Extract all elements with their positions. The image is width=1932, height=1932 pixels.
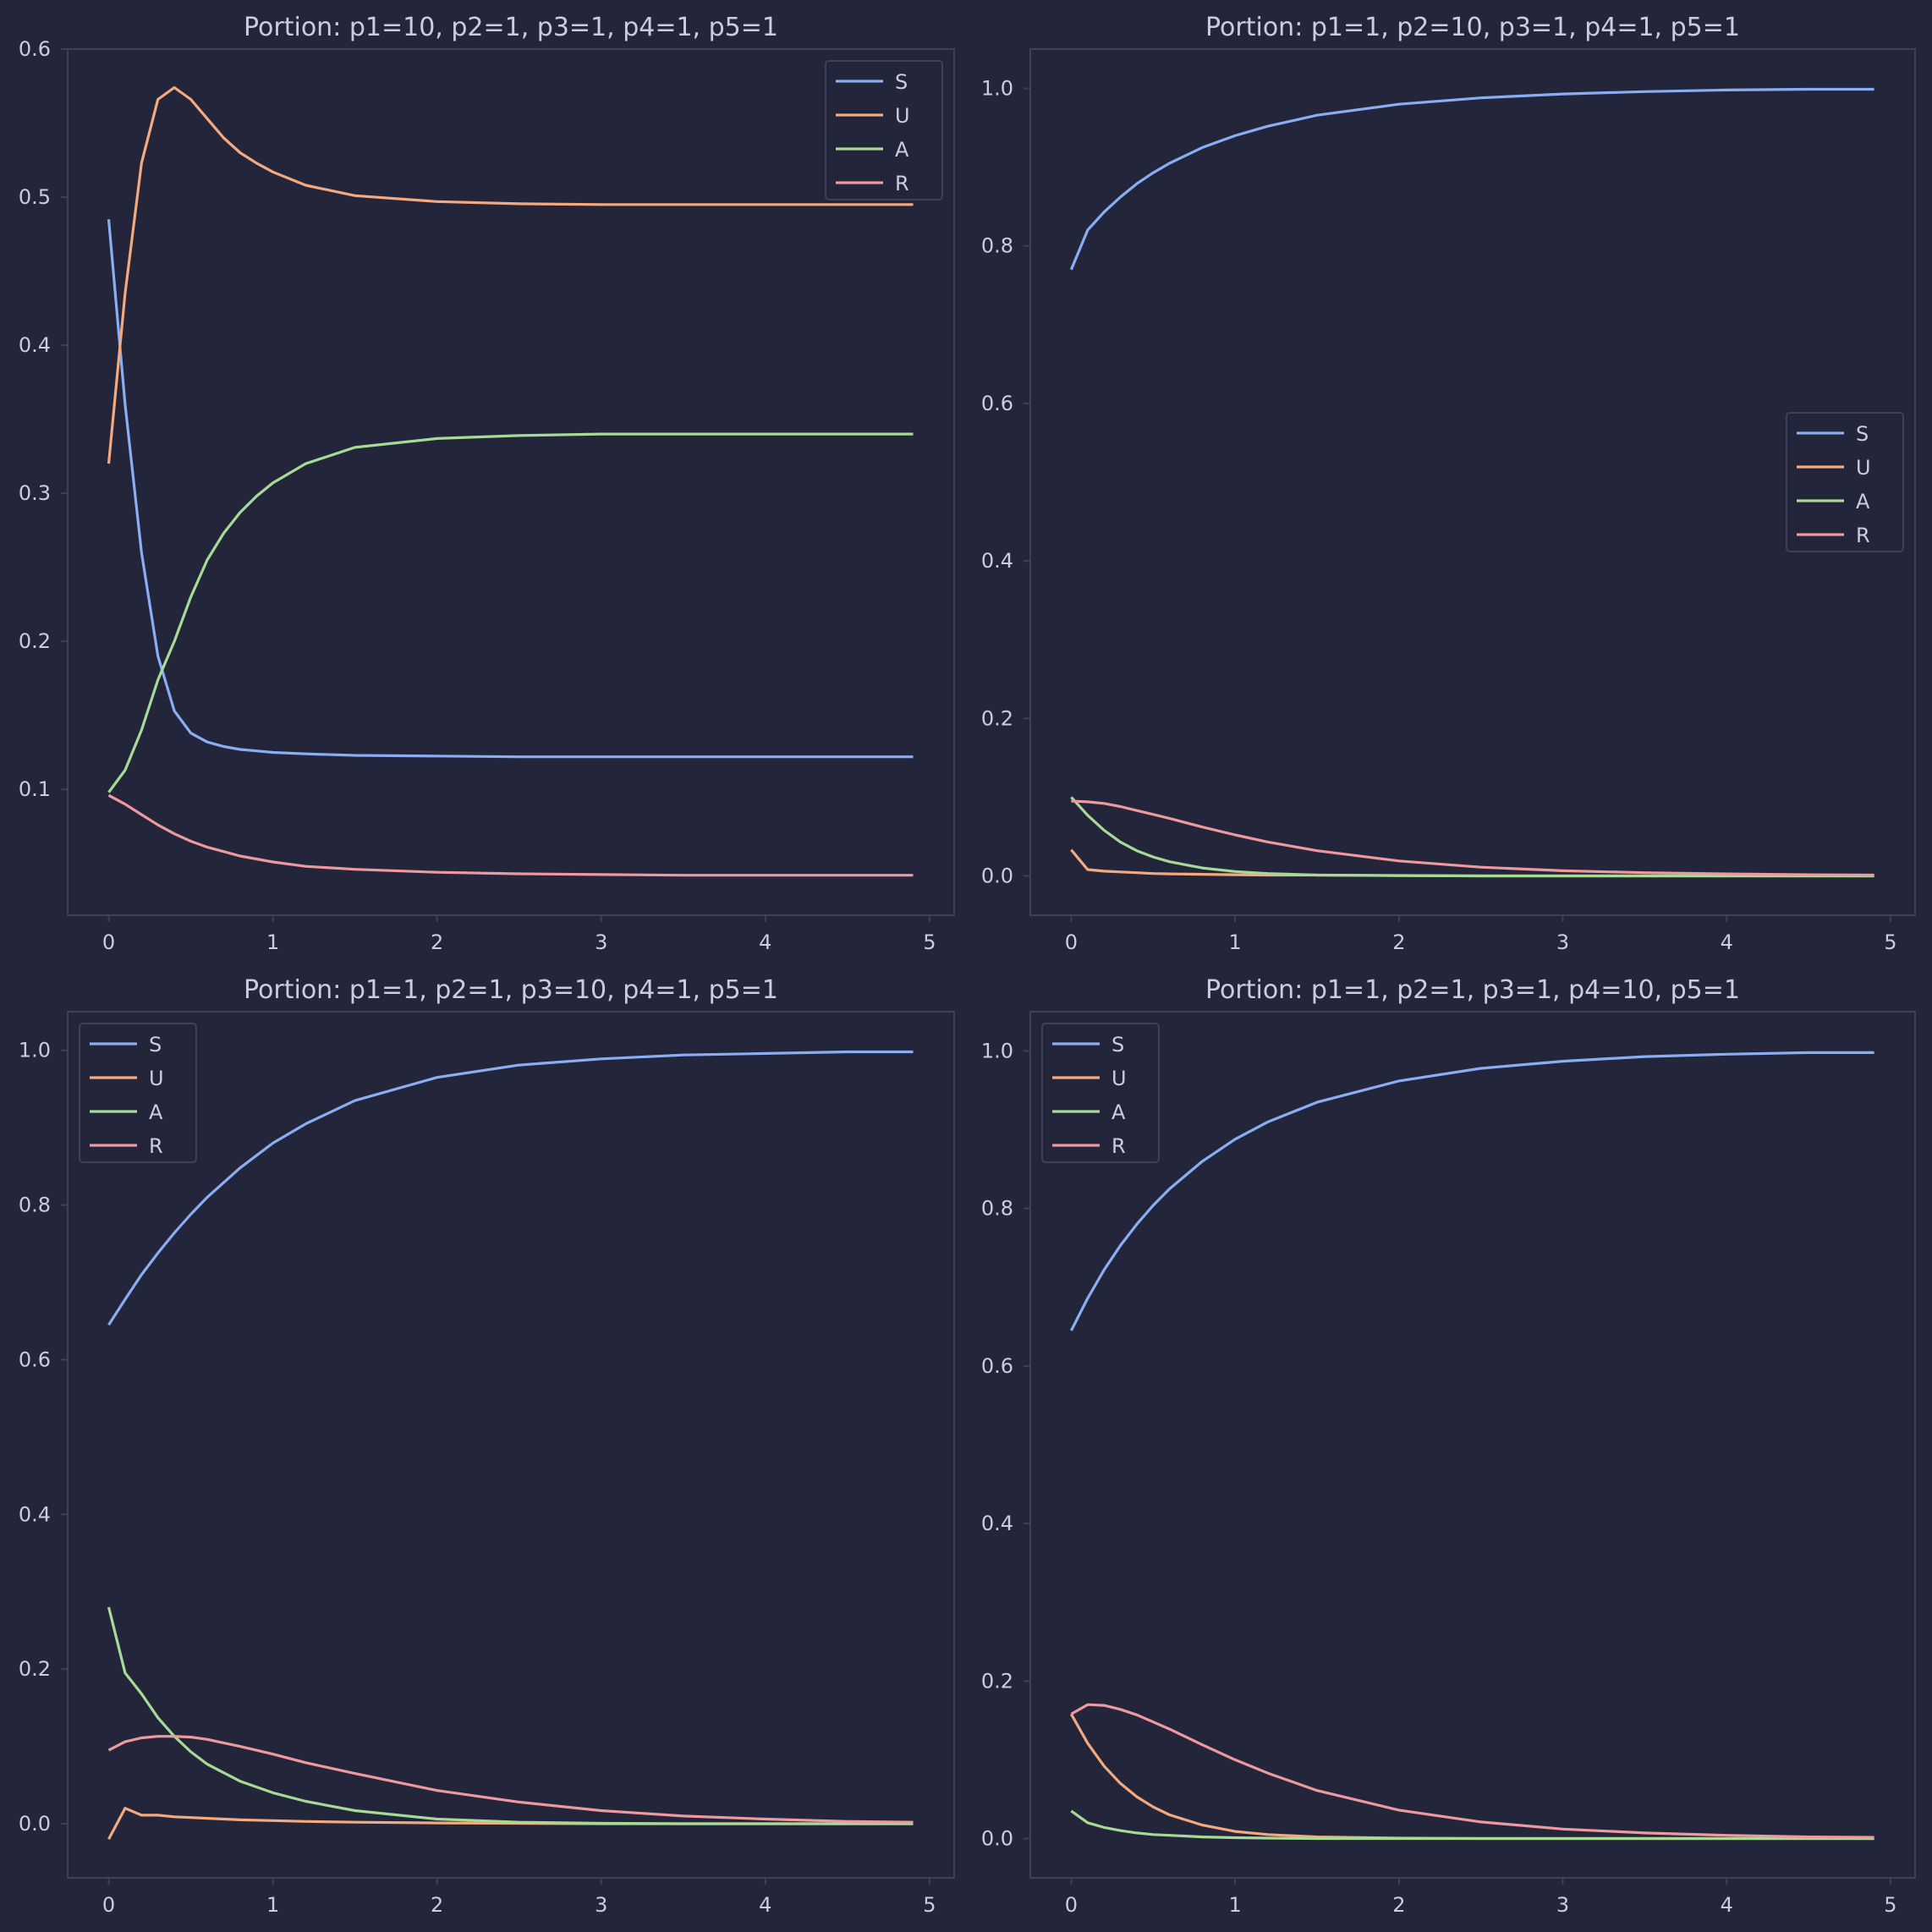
legend-label-U: U (895, 104, 910, 128)
x-tick-label: 1 (266, 930, 279, 954)
x-tick-label: 1 (1228, 1893, 1241, 1917)
y-tick-label: 0.2 (19, 629, 51, 653)
y-tick-label: 0.4 (19, 1502, 51, 1526)
legend-label-R: R (149, 1134, 163, 1158)
y-tick-label: 0.2 (981, 1669, 1013, 1693)
x-tick-label: 2 (431, 1893, 443, 1917)
legend-label-S: S (149, 1033, 162, 1057)
y-tick-label: 1.0 (19, 1039, 51, 1062)
legend-label-A: A (149, 1100, 163, 1124)
x-tick-label: 0 (1065, 1893, 1078, 1917)
x-tick-label: 2 (1392, 930, 1405, 954)
x-tick-label: 5 (1884, 930, 1896, 954)
x-tick-label: 0 (102, 930, 115, 954)
y-tick-label: 0.8 (981, 1197, 1013, 1221)
chart-title: Portion: p1=1, p2=10, p3=1, p4=1, p5=1 (1205, 13, 1740, 42)
x-tick-label: 2 (431, 930, 443, 954)
legend-label-S: S (1111, 1033, 1124, 1057)
y-tick-label: 0.8 (981, 234, 1013, 258)
y-tick-label: 0.5 (19, 185, 51, 209)
y-tick-label: 0.6 (19, 37, 51, 61)
x-tick-label: 4 (759, 1893, 771, 1917)
y-tick-label: 0.4 (981, 549, 1013, 573)
y-tick-label: 0.8 (19, 1194, 51, 1217)
y-tick-label: 0.1 (19, 777, 51, 801)
x-tick-label: 1 (266, 1893, 279, 1917)
legend-label-U: U (1856, 456, 1871, 480)
legend-label-S: S (895, 70, 908, 94)
y-tick-label: 1.0 (981, 77, 1013, 101)
y-tick-label: 0.4 (19, 333, 51, 357)
y-tick-label: 0.6 (981, 392, 1013, 415)
legend-label-R: R (1856, 524, 1870, 547)
y-tick-label: 1.0 (981, 1040, 1013, 1063)
x-tick-label: 0 (102, 1893, 115, 1917)
legend-label-A: A (1856, 490, 1870, 513)
legend-label-S: S (1856, 422, 1869, 446)
legend-label-U: U (149, 1067, 164, 1090)
legend-label-A: A (895, 138, 909, 162)
figure: Portion: p1=10, p2=1, p3=1, p4=1, p5=1 0 1… (0, 0, 1932, 1932)
x-tick-label: 5 (923, 930, 936, 954)
x-tick-label: 3 (1556, 1893, 1569, 1917)
y-tick-label: 0.0 (981, 864, 1013, 887)
legend-label-A: A (1111, 1100, 1126, 1124)
x-tick-label: 4 (1721, 930, 1733, 954)
chart-title: Portion: p1=10, p2=1, p3=1, p4=1, p5=1 (244, 13, 778, 42)
y-tick-label: 0.2 (981, 706, 1013, 730)
x-tick-label: 5 (923, 1893, 936, 1917)
y-tick-label: 0.6 (19, 1347, 51, 1371)
chart-title: Portion: p1=1, p2=1, p3=10, p4=1, p5=1 (244, 975, 778, 1005)
x-tick-label: 5 (1884, 1893, 1896, 1917)
y-tick-label: 0.0 (981, 1826, 1013, 1850)
legend-label-U: U (1111, 1067, 1127, 1090)
figure-background (0, 0, 1932, 1932)
x-tick-label: 3 (1556, 930, 1569, 954)
x-tick-label: 4 (759, 930, 771, 954)
x-tick-label: 0 (1065, 930, 1078, 954)
y-tick-label: 0.3 (19, 481, 51, 505)
x-tick-label: 3 (595, 1893, 607, 1917)
x-tick-label: 3 (595, 930, 607, 954)
y-tick-label: 0.0 (19, 1812, 51, 1836)
legend-label-R: R (1111, 1134, 1126, 1158)
x-tick-label: 2 (1392, 1893, 1405, 1917)
x-tick-label: 1 (1228, 930, 1241, 954)
y-tick-label: 0.4 (981, 1512, 1013, 1535)
legend-label-R: R (895, 172, 909, 195)
y-tick-label: 0.6 (981, 1354, 1013, 1378)
y-tick-label: 0.2 (19, 1657, 51, 1681)
x-tick-label: 4 (1721, 1893, 1733, 1917)
chart-title: Portion: p1=1, p2=1, p3=1, p4=10, p5=1 (1205, 975, 1740, 1005)
